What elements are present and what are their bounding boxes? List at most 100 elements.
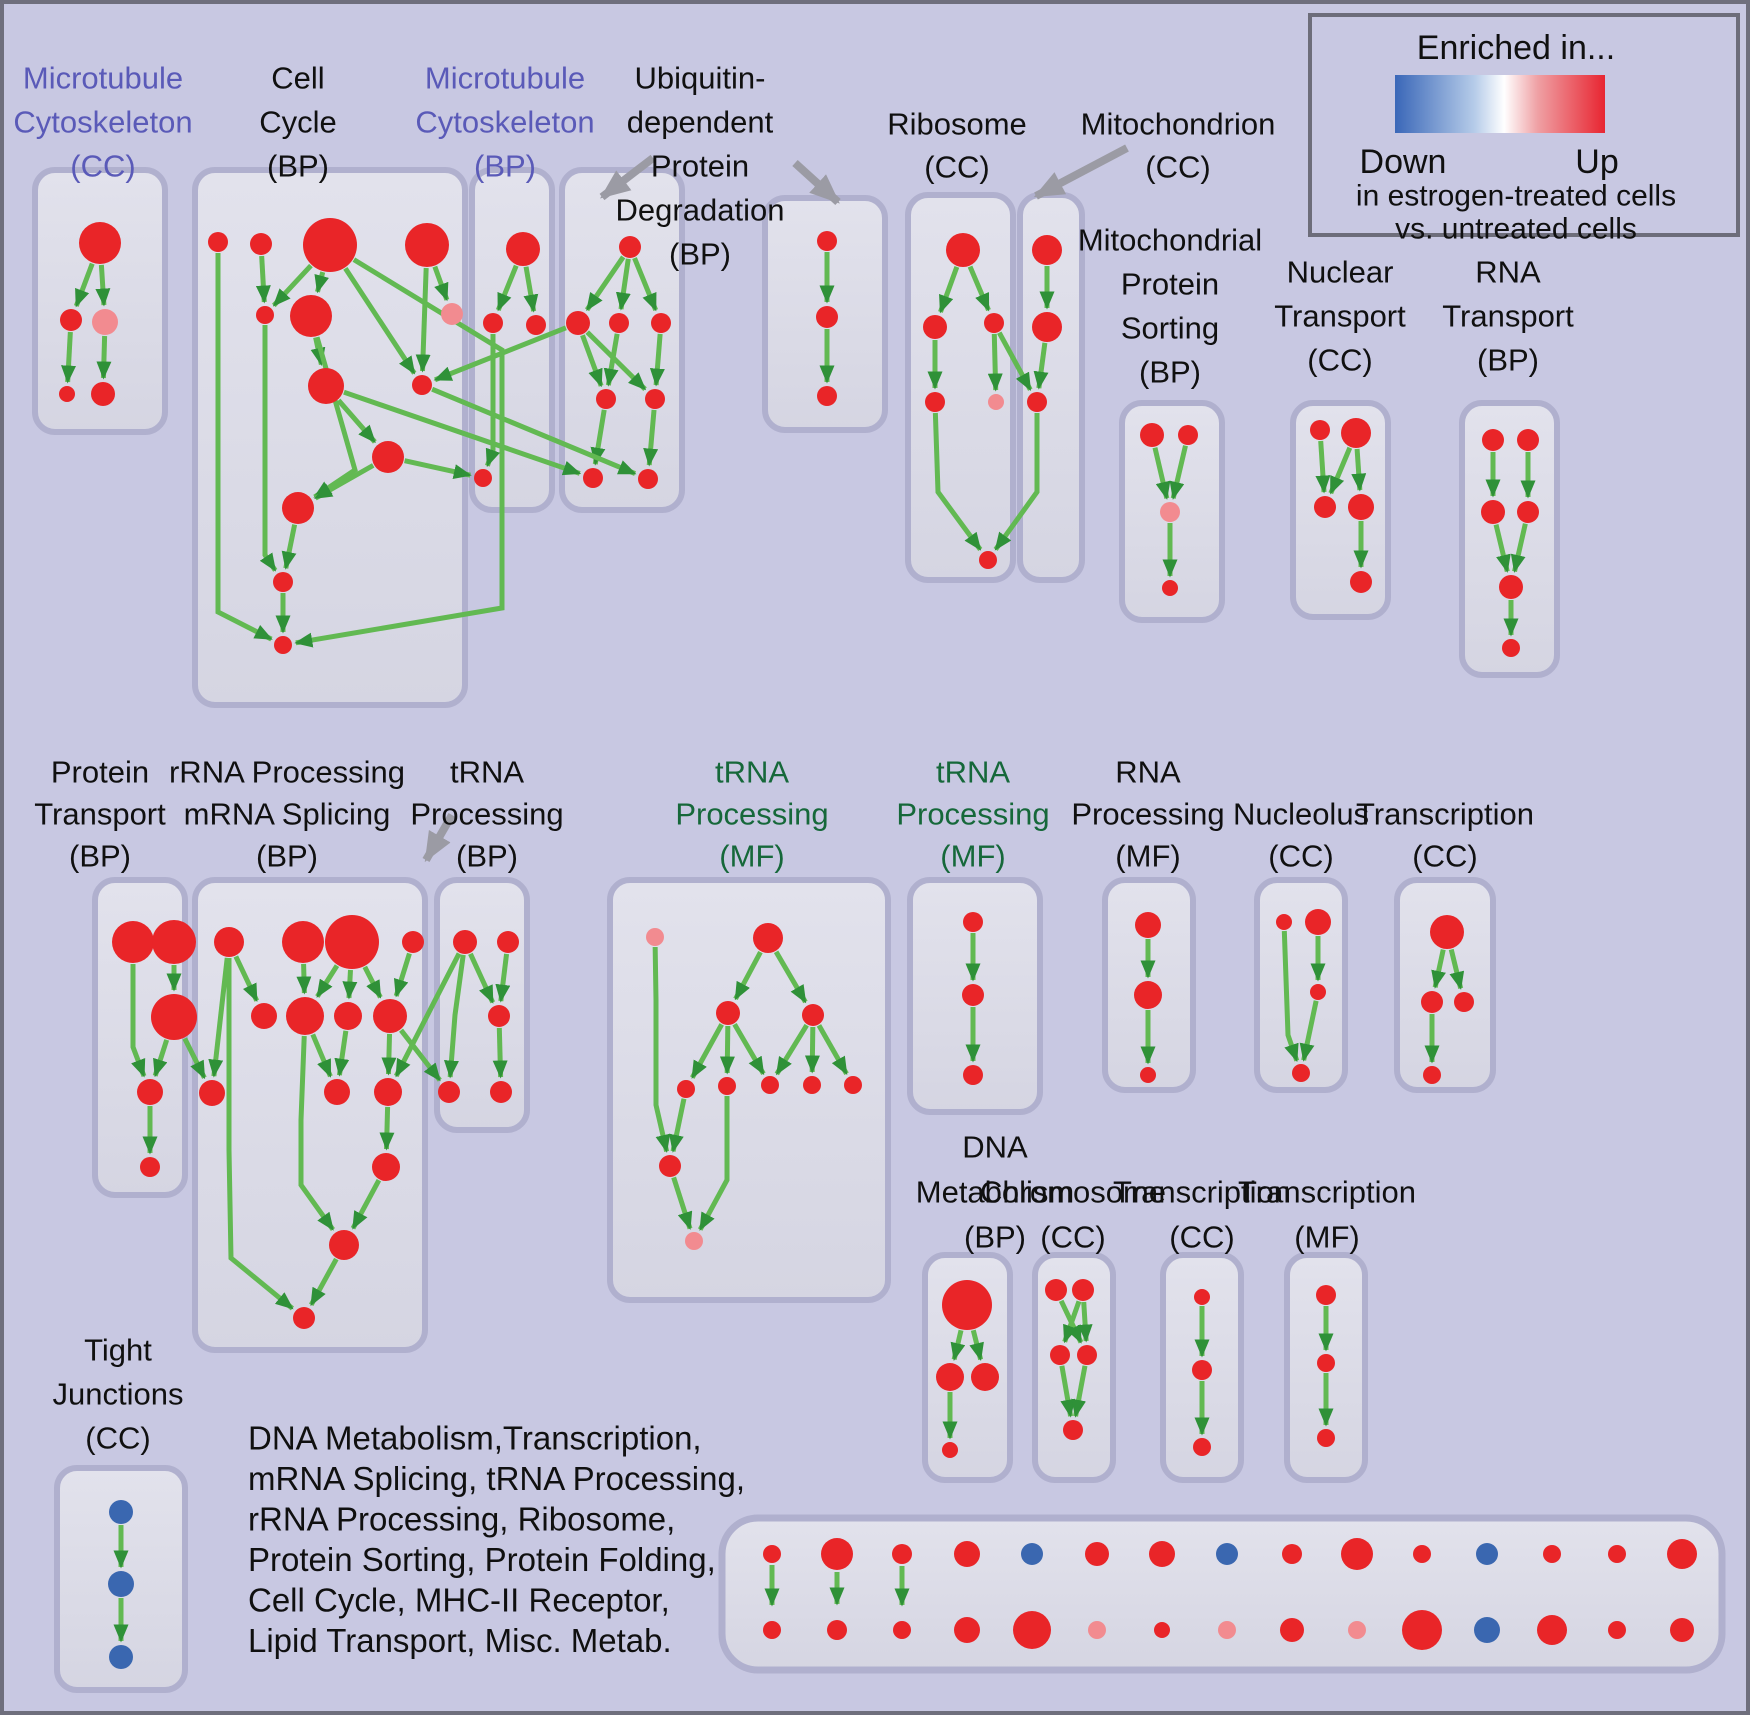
edge-mt1-mt2 xyxy=(1033,342,1049,390)
rna-processing-mf-label-line-2: Processing xyxy=(1071,797,1224,832)
rrna-mrna-label-line-2: mRNA Splicing xyxy=(184,797,391,832)
node-z4 xyxy=(490,1081,512,1103)
edge-w5-w10 xyxy=(697,1096,730,1231)
nucleolus-label-line-2: (CC) xyxy=(1268,839,1333,874)
node-q9 xyxy=(324,1079,350,1105)
mito-protein-sorting-label-line-1: Mitochondrial xyxy=(1078,223,1262,258)
edge-q2-q7 xyxy=(342,969,358,1000)
note-line-3: rRNA Processing, Ribosome, xyxy=(248,1501,675,1538)
node-y1 xyxy=(1134,981,1162,1009)
edge-a0-a1 xyxy=(73,262,95,308)
nucleolus-label-line-1: Nucleolus xyxy=(1233,797,1369,832)
ubiquitin-degradation-label-line-5: (BP) xyxy=(669,237,731,272)
summary-dot-top-8 xyxy=(1216,1543,1238,1565)
summary-panel-box xyxy=(718,1514,1726,1674)
edge-a0-a2 xyxy=(95,264,111,307)
summary-dot-bottom-12 xyxy=(1474,1617,1500,1643)
summary-dot-bottom-3 xyxy=(893,1621,911,1639)
rrna-mrna-label-line-1: rRNA Processing xyxy=(169,755,405,790)
summary-dot-top-11 xyxy=(1413,1545,1431,1563)
edge-m0-m2 xyxy=(523,266,539,313)
edge-h2-h4 xyxy=(1059,1365,1076,1418)
edge-w9-w10 xyxy=(671,1176,693,1231)
dna-metabolism-label-line-3: (BP) xyxy=(964,1220,1026,1255)
edge-u1-u5 xyxy=(585,330,647,391)
summary-dot-bottom-9 xyxy=(1280,1618,1304,1642)
node-n4 xyxy=(1350,571,1372,593)
transcription-cc-bottom-label-line-1: Transcription xyxy=(1113,1175,1291,1210)
node-q11 xyxy=(372,1153,400,1181)
transcription-mf-label-line-2: (MF) xyxy=(1294,1220,1359,1255)
edge-q2-q6 xyxy=(315,964,340,998)
edge-tc0-tc1 xyxy=(1431,949,1446,989)
rna-processing-mf-label-line-3: (MF) xyxy=(1115,839,1180,874)
node-h4 xyxy=(1063,1420,1083,1440)
node-c7 xyxy=(308,368,344,404)
ribosome-box xyxy=(905,192,1016,583)
trna-mf-large-label-line-2: Processing xyxy=(675,797,828,832)
edge-a2-a4 xyxy=(96,335,112,380)
microtubule-bp-label-line-3: (BP) xyxy=(474,149,536,184)
node-p4 xyxy=(140,1157,160,1177)
node-h1 xyxy=(1072,1279,1094,1301)
node-n0 xyxy=(1310,420,1330,440)
protein-transport-label-line-3: (BP) xyxy=(69,839,131,874)
edge-q3-q8 xyxy=(393,952,412,998)
node-w4 xyxy=(677,1080,695,1098)
node-c10 xyxy=(282,492,314,524)
node-q13 xyxy=(293,1307,315,1329)
rna-transport-box xyxy=(1459,400,1560,678)
node-a0 xyxy=(79,222,121,264)
mitochondrion-label-line-2: (CC) xyxy=(1145,150,1210,185)
node-c2 xyxy=(303,218,357,272)
callout-arrow-2 xyxy=(792,160,841,205)
summary-dot-bottom-11 xyxy=(1402,1610,1442,1650)
edge-z2-z4 xyxy=(492,1027,508,1079)
ubiquitin-degradation-label-line-4: Degradation xyxy=(616,193,785,228)
transcription-cc-mid-label-line-1: Transcription xyxy=(1356,797,1534,832)
node-o0 xyxy=(1276,914,1292,930)
legend-subtitle-1: in estrogen-treated cells xyxy=(1356,180,1676,213)
node-mt1 xyxy=(1032,312,1062,342)
node-f1 xyxy=(1317,1354,1335,1372)
edge-r3-r5 xyxy=(932,412,983,552)
node-m2 xyxy=(526,315,546,335)
edge-q6-q9 xyxy=(310,1033,333,1078)
edge-n1-n3 xyxy=(1351,448,1367,492)
edge-z1-z2 xyxy=(495,953,511,1003)
node-w6 xyxy=(761,1076,779,1094)
node-c8 xyxy=(412,375,432,395)
trna-mf-large-label-line-3: (MF) xyxy=(719,839,784,874)
node-v0 xyxy=(817,231,837,251)
dna-metabolism-label-line-2: Metabolism xyxy=(916,1175,1075,1210)
node-g2 xyxy=(1193,1438,1211,1456)
edge-c3-c6 xyxy=(432,265,450,302)
edge-s1-s2 xyxy=(1169,445,1188,500)
node-y0 xyxy=(1135,912,1161,938)
node-t2 xyxy=(1481,500,1505,524)
node-d1 xyxy=(936,1363,964,1391)
edge-r0-r2 xyxy=(967,265,991,312)
node-u7 xyxy=(638,469,658,489)
edge-o0-o3 xyxy=(1281,930,1300,1063)
cell-cycle-label-line-2: Cycle xyxy=(259,105,337,140)
node-q10 xyxy=(374,1078,402,1106)
ubiquitin-degradation-label-line-2: dependent xyxy=(627,105,774,140)
edge-h1-h3 xyxy=(1077,1301,1093,1343)
label-layer: Microtubule Cytoskeleton (CC) Cell Cycle (BP)… xyxy=(13,61,1574,1456)
transcription-cc-bottom-label-line-2: (CC) xyxy=(1169,1220,1234,1255)
nuclear-transport-label-line-1: Nuclear xyxy=(1287,255,1394,290)
summary-dot-bottom-7 xyxy=(1154,1622,1170,1638)
node-w10 xyxy=(685,1232,703,1250)
summary-dot-top-14 xyxy=(1608,1545,1626,1563)
edge-z0-z2 xyxy=(468,952,496,1004)
node-n2 xyxy=(1314,496,1336,518)
node-tc3 xyxy=(1423,1066,1441,1084)
node-d2 xyxy=(971,1363,999,1391)
node-r1 xyxy=(923,315,947,339)
edge-z0-z3 xyxy=(443,954,466,1079)
edge-c2-c4 xyxy=(272,263,313,308)
cell-cycle-label-line-1: Cell xyxy=(271,61,324,96)
nuclear-transport-box xyxy=(1290,400,1391,620)
chromosome-label-line-2: (CC) xyxy=(1040,1220,1105,1255)
